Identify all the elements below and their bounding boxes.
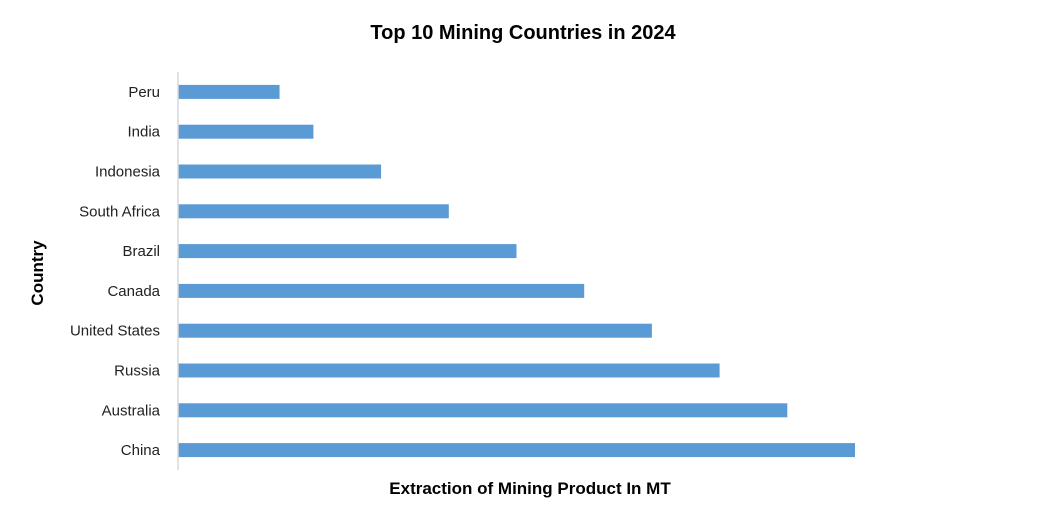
category-label-india: India bbox=[127, 124, 160, 141]
category-label-peru: Peru bbox=[128, 84, 160, 101]
category-label-china: China bbox=[121, 442, 161, 459]
bar-indonesia bbox=[178, 164, 382, 179]
bar-peru bbox=[178, 84, 280, 99]
category-label-united-states: United States bbox=[70, 323, 160, 340]
bar-brazil bbox=[178, 244, 517, 259]
bars-group bbox=[178, 84, 855, 458]
bar-australia bbox=[178, 403, 788, 418]
bar-south-africa bbox=[178, 204, 449, 219]
bar-united-states bbox=[178, 323, 652, 338]
category-labels-group: China Australia Russia United States Canada B… bbox=[70, 84, 161, 459]
y-axis-title: Country bbox=[28, 240, 47, 306]
bar-russia bbox=[178, 363, 720, 378]
chart-title: Top 10 Mining Countries in 2024 bbox=[370, 22, 676, 44]
category-label-indonesia: Indonesia bbox=[95, 164, 161, 181]
category-label-brazil: Brazil bbox=[122, 243, 160, 260]
bar-india bbox=[178, 124, 314, 139]
category-label-australia: Australia bbox=[102, 402, 161, 419]
bar-canada bbox=[178, 283, 585, 298]
category-label-canada: Canada bbox=[107, 283, 160, 300]
category-label-south-africa: South Africa bbox=[79, 203, 161, 220]
bar-china bbox=[178, 443, 855, 458]
x-axis-title: Extraction of Mining Product In MT bbox=[389, 479, 671, 498]
category-label-russia: Russia bbox=[114, 363, 161, 380]
